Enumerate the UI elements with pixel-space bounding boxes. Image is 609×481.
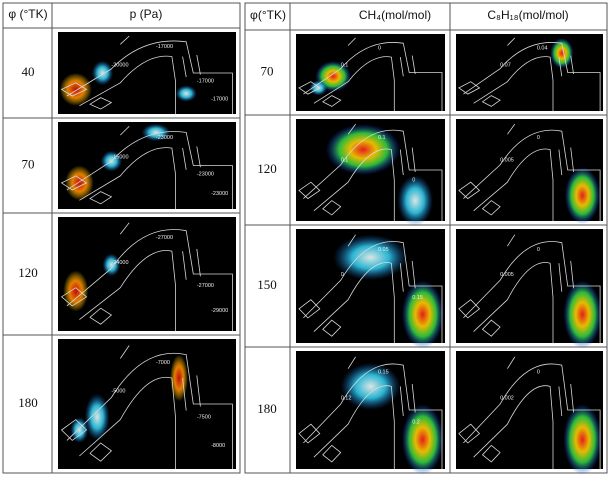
field-blob [563,280,602,349]
contour-label: 0.1 [378,135,386,141]
simulation-image: -5000 -7000 -7500 -8000 [58,339,236,469]
contour-label: 0.005 [500,272,514,278]
simulation-image: 0.1 0.1 0 [296,119,445,227]
crank-angle: 180 [257,401,277,416]
duct-outline [60,126,233,209]
contour-label: 0.15 [378,370,389,376]
contour-label: -29000 [211,308,228,314]
crank-angle: 120 [257,161,277,176]
contour-label: -7500 [197,414,211,420]
simulation-image: 0 0.05 0.15 [296,229,445,349]
contour-label: -23000 [211,191,228,197]
column-header: φ (°TK) [8,7,47,21]
duct-outline [298,234,443,343]
simulation-image: 0.002 0 [456,351,603,475]
field-blob [563,404,602,475]
duct-outline [458,356,601,469]
contour-label: -23000 [156,135,173,141]
contour-label: 0.07 [500,62,511,68]
field-blob [70,417,89,443]
field-blob [102,253,121,277]
simulation-image: -20000 -17000 -17000 -17000 [58,32,236,114]
field-blob [170,354,188,402]
field-blob [333,234,408,281]
duct-outline [298,356,443,469]
contour-label: -27000 [156,235,173,241]
contour-label: -23000 [197,172,214,178]
contour-label: -15000 [111,154,128,160]
contour-label: -24000 [111,260,128,266]
contour-label: 0.005 [500,157,514,163]
contour-label: 0.12 [341,396,352,402]
contour-label: 0 [537,135,540,141]
contour-label: -5000 [111,388,125,394]
field-blob [59,73,92,106]
column-header: φ(°TK) [250,8,286,22]
duct-outline [458,123,601,221]
duct-outline [458,234,601,343]
contour-label: 0 [537,247,540,253]
contour-label: 0.1 [341,157,349,163]
field-blob [141,123,171,142]
field-blob [397,175,434,227]
duct-outline [60,222,233,331]
simulation-image: -24000 -27000 -27000 -29000 [58,217,236,331]
contour-label: -17000 [156,44,173,50]
simulation-image: -15000 -23000 -23000 -23000 [58,122,236,209]
contour-label: 0 [537,370,540,376]
field-blob [91,60,114,86]
field-blob [65,165,94,201]
contour-label: 0.2 [412,419,420,425]
field-blob [401,404,444,475]
duct-outline [458,37,601,111]
contour-label: 0 [341,272,344,278]
contour-label: 0.15 [412,295,423,301]
field-blob [550,37,574,69]
column-header: p (Pa) [130,7,163,21]
field-blob [340,362,401,410]
crank-angle: 40 [22,64,35,79]
simulation-image: 0.07 0.04 [456,34,603,111]
simulation-image: 0.10 [296,34,445,111]
field-blob [325,124,401,176]
simulation-image: 0.005 0 [456,229,603,349]
field-blob [175,85,197,102]
table-frame [2,2,241,474]
contour-label: -20000 [111,62,128,68]
column-header: C₈H₁₈(mol/mol) [487,8,568,22]
field-blob [401,280,444,349]
contour-label: 0 [412,178,415,184]
crank-angle: 70 [261,63,274,78]
field-blob [84,393,110,441]
contour-label: -27000 [197,283,214,289]
contour-label: -8000 [211,443,225,449]
contour-label: -17000 [211,97,228,103]
contour-label: -17000 [197,79,214,85]
crank-angle: 180 [18,395,38,410]
contour-label: 0.05 [378,247,389,253]
contour-label: 0.1 [341,62,349,68]
duct-outline [60,345,233,469]
duct-outline [298,37,443,111]
field-blob [63,270,89,312]
simulation-image: 0.12 0.15 0.2 [296,351,445,475]
crank-angle: 120 [18,265,38,280]
contour-label: 0.002 [500,396,514,402]
contour-label: -7000 [156,360,170,366]
contour-label: 0 [378,45,381,51]
duct-outline [298,123,443,221]
crank-angle: 150 [257,277,277,292]
column-header: CH₄(mol/mol) [359,8,431,22]
crank-angle: 70 [22,156,35,171]
simulation-image: 0.005 0 [456,119,603,225]
duct-outline [60,35,233,114]
field-blob [564,166,601,225]
contour-label: 0.04 [537,45,548,51]
